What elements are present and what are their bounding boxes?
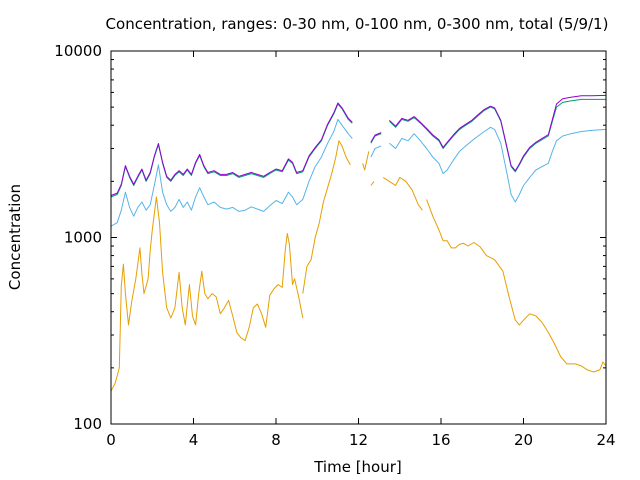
x-tick-label: 12 <box>349 431 368 449</box>
x-tick-label: 20 <box>514 431 533 449</box>
y-tick-label: 10000 <box>54 42 102 60</box>
x-axis-title: Time [hour] <box>313 458 402 476</box>
series-1-line <box>110 196 304 392</box>
series-1-line <box>370 181 375 186</box>
x-axis: 0 4 8 12 16 20 24 <box>106 51 616 449</box>
x-tick-label: 24 <box>596 431 615 449</box>
series-1-line <box>426 199 607 373</box>
x-tick-label: 8 <box>271 431 281 449</box>
series-4-line <box>110 102 353 196</box>
series-1-line <box>382 176 423 211</box>
y-axis: 100 1000 10000 <box>54 42 606 433</box>
series-4-line <box>370 132 382 143</box>
series-1-line <box>362 151 370 171</box>
chart-title: Concentration, ranges: 0-30 nm, 0-100 nm… <box>106 15 609 33</box>
series-2-line <box>389 126 607 203</box>
series-3-line <box>110 103 353 198</box>
series-4-line <box>389 94 607 172</box>
y-axis-title: Concentration <box>6 184 24 290</box>
series-2-line <box>110 118 353 227</box>
series-2-line <box>370 145 382 158</box>
series-layer <box>110 94 607 392</box>
x-tick-label: 0 <box>106 431 116 449</box>
series-1-line <box>302 140 351 294</box>
y-tick-label: 1000 <box>64 229 102 247</box>
x-tick-label: 4 <box>189 431 199 449</box>
series-3-line <box>389 98 606 173</box>
plot-frame <box>110 50 607 425</box>
y-tick-label: 100 <box>73 415 102 433</box>
x-tick-label: 16 <box>431 431 450 449</box>
